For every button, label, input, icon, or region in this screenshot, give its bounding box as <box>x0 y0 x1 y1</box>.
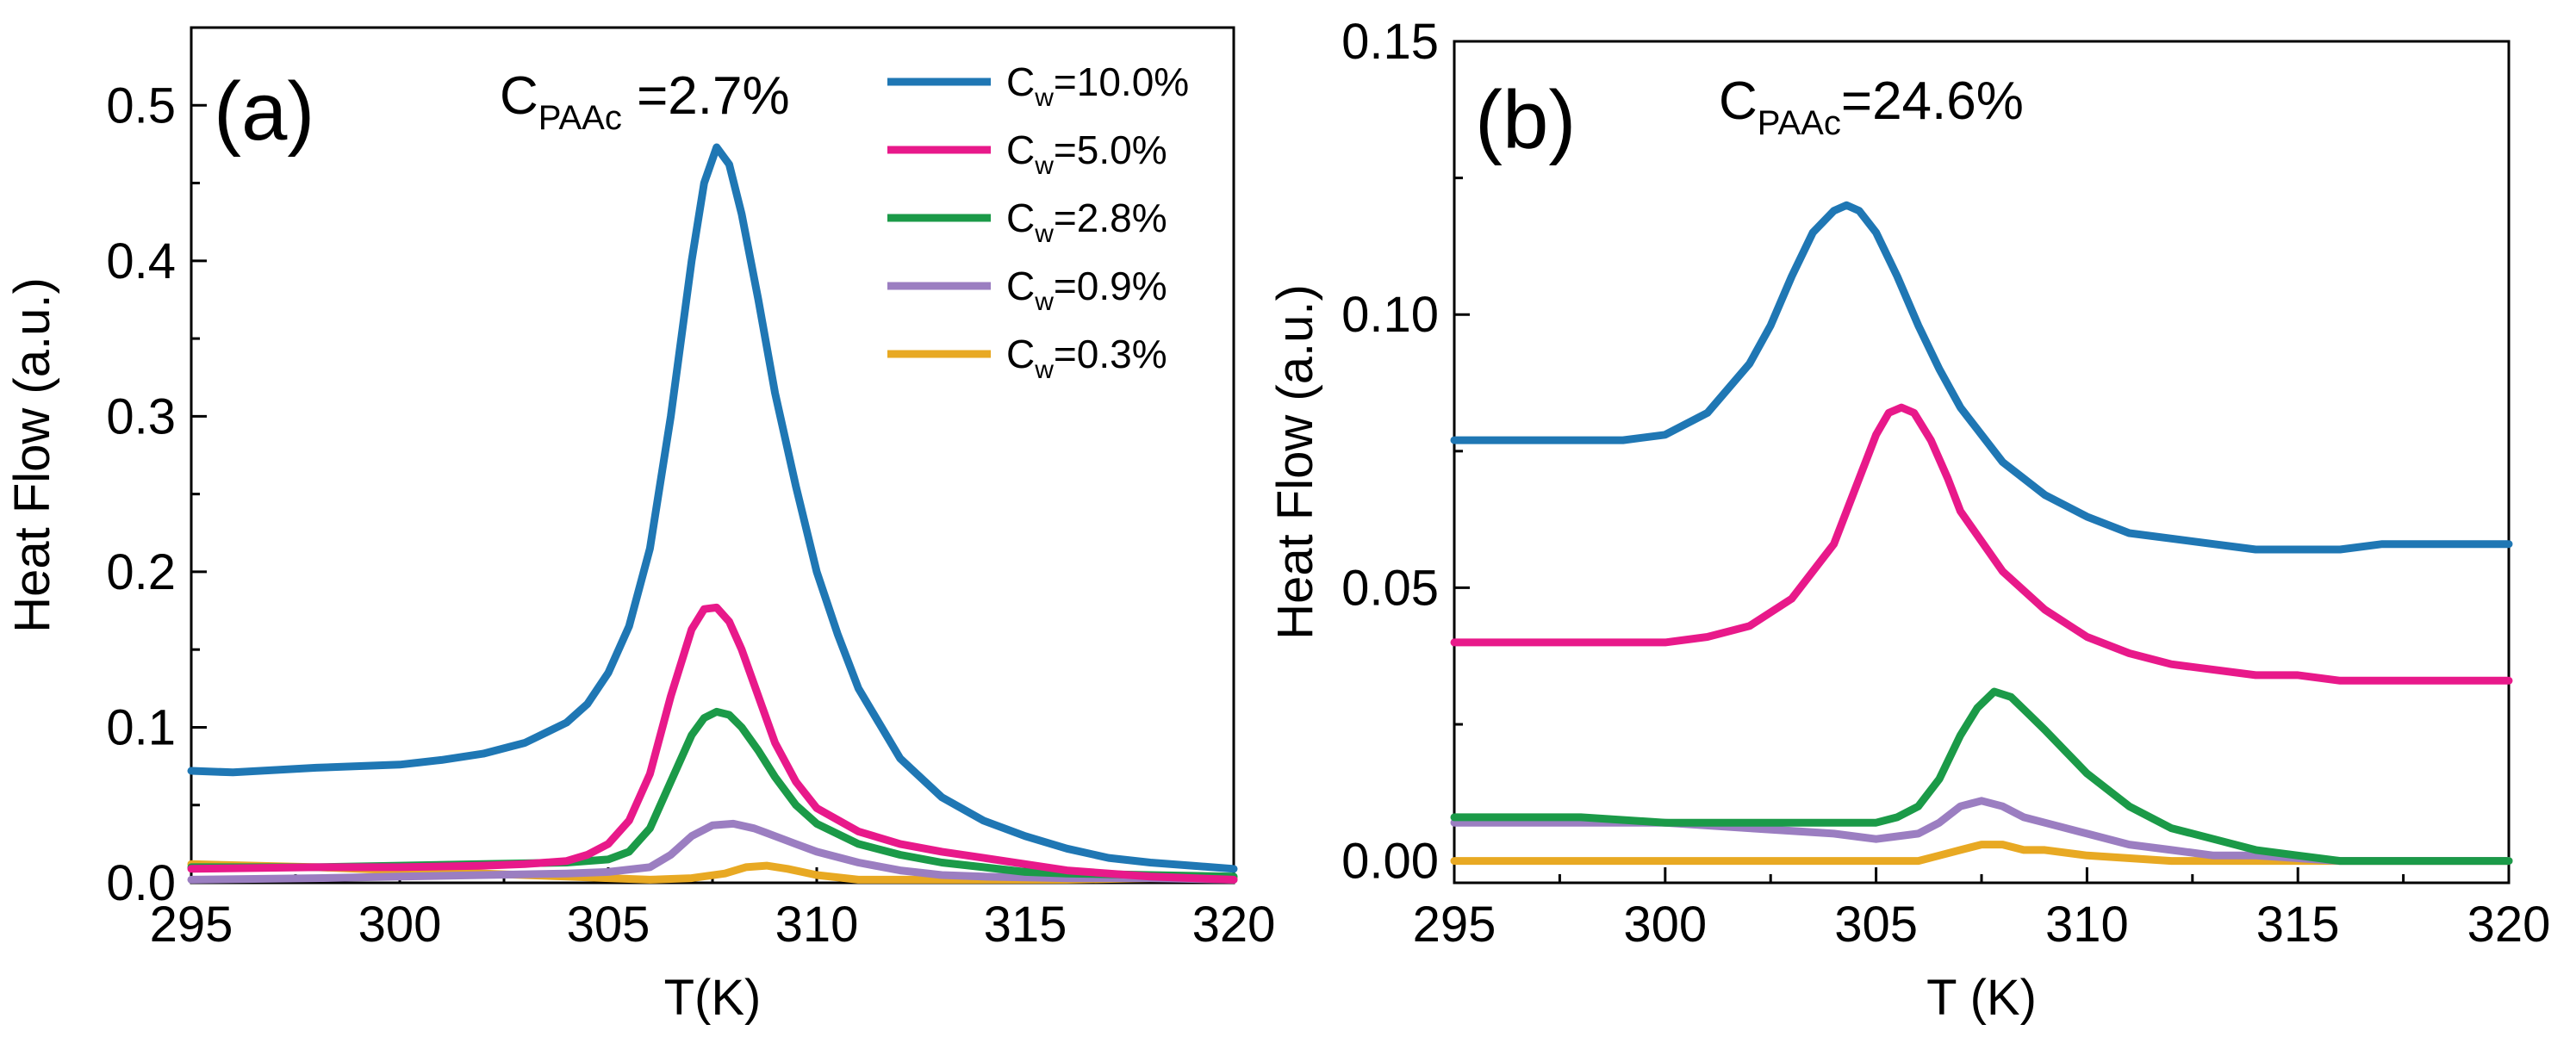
legend-label: Cw=0.9% <box>1006 264 1167 316</box>
x-tick-label: 320 <box>2467 897 2551 953</box>
y-tick-label: 0.10 <box>1341 287 1439 343</box>
panel-a: 295 300 305 310 315 320 0.0 0.1 0.2 0.3 0.4 0.5 T(K)… <box>4 26 1276 1026</box>
series-line-cw-0-3- <box>1450 841 2513 866</box>
legend-label: Cw=5.0% <box>1006 127 1167 180</box>
x-tick-label: 295 <box>1413 897 1496 953</box>
series-line-cw-10-0- <box>1450 201 2513 554</box>
y-axis-title: Heat Flow (a.u.) <box>4 277 60 633</box>
series-line-cw-0-9- <box>1450 797 2513 866</box>
panel-label: (a) <box>214 65 314 158</box>
series-line-cw-2-8- <box>1450 687 2513 866</box>
series-line-cw-0-9- <box>187 819 1238 884</box>
legend-label: Cw=10.0% <box>1006 59 1189 112</box>
legend: Cw=10.0% Cw=5.0% Cw=2.8% Cw=0.9% Cw=0.3% <box>887 59 1189 384</box>
plot-frame <box>1453 40 2511 885</box>
x-tick-label: 315 <box>2256 897 2340 953</box>
y-tick-label: 0.2 <box>106 544 176 600</box>
panel-label: (b) <box>1475 74 1576 166</box>
y-tick-label: 0.3 <box>106 388 176 444</box>
y-axis-title: Heat Flow (a.u.) <box>1267 284 1323 640</box>
x-tick-label: 305 <box>567 897 650 953</box>
x-tick-label: 310 <box>775 897 859 953</box>
series-line-cw-5-0- <box>187 603 1238 884</box>
x-tick-label: 300 <box>358 897 442 953</box>
legend-label: Cw=0.3% <box>1006 332 1167 384</box>
series-line-cw-5-0- <box>1450 403 2513 685</box>
y-tick-label: 0.05 <box>1341 560 1439 616</box>
x-tick-label: 315 <box>984 897 1067 953</box>
y-tick-label: 0.1 <box>106 699 176 755</box>
series-line-cw-10-0- <box>187 143 1238 873</box>
concentration-annotation: CPAAc =2.7% <box>500 66 790 137</box>
x-tick-label: 310 <box>2045 897 2129 953</box>
concentration-annotation: CPAAc=24.6% <box>1719 71 2024 142</box>
x-tick-label: 320 <box>1192 897 1276 953</box>
x-tick-label: 305 <box>1834 897 1918 953</box>
panel-b: 295 300 305 310 315 320 0.00 0.05 0.10 0.15 T (K) H… <box>1267 14 2550 1026</box>
legend-label: Cw=2.8% <box>1006 196 1167 248</box>
y-tick-label: 0.00 <box>1341 834 1439 890</box>
y-tick-label: 0.15 <box>1341 14 1439 70</box>
x-tick-label: 300 <box>1623 897 1707 953</box>
y-tick-label: 0.5 <box>106 78 176 133</box>
x-axis-title: T(K) <box>664 970 762 1026</box>
y-tick-label: 0.0 <box>106 855 176 911</box>
x-axis-title: T (K) <box>1926 970 2037 1026</box>
y-tick-label: 0.4 <box>106 233 176 289</box>
x-tick-label: 295 <box>150 897 233 953</box>
